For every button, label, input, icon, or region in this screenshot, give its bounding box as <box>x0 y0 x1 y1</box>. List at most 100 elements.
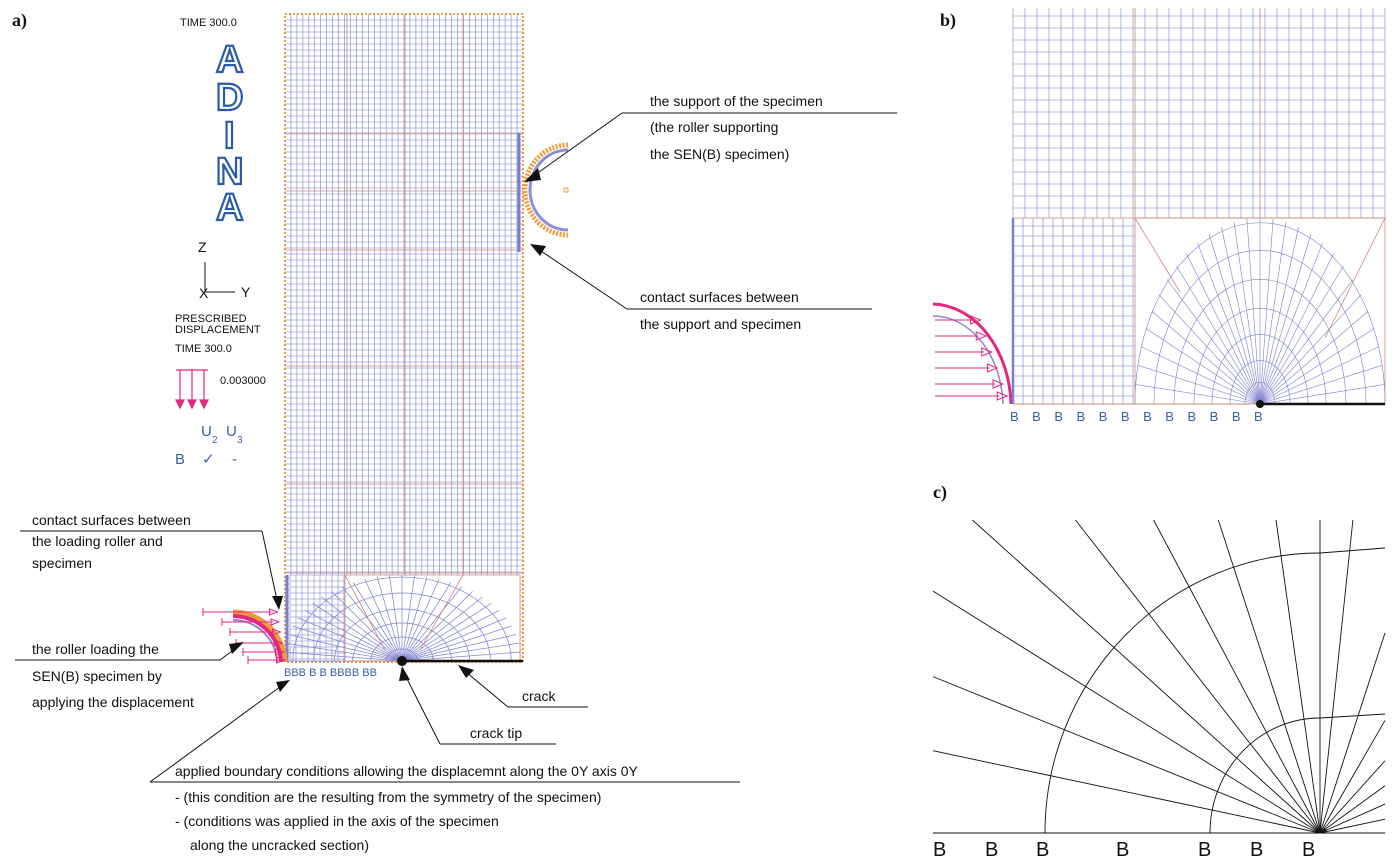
legend-u2: U <box>201 423 212 440</box>
boundary-mark-c: B <box>1116 839 1129 861</box>
boundary-mark-b: B <box>1099 409 1108 424</box>
inner-arc <box>1209 717 1321 834</box>
boundary-note-4: along the uncracked section) <box>190 837 369 853</box>
arc-mesh-line <box>1211 334 1309 405</box>
panel-b-label: b) <box>940 10 956 31</box>
arc-mesh-line <box>1173 279 1347 405</box>
radial-line <box>1075 519 1321 834</box>
boundary-mark-b: B <box>1032 409 1041 424</box>
legend-dash: - <box>232 451 237 468</box>
radial-mesh-line <box>1259 294 1362 405</box>
crack-tip-marker <box>397 656 407 666</box>
legend-u3: U <box>226 423 237 440</box>
refine-diagonal <box>344 574 386 651</box>
radial-mesh-line <box>1259 346 1380 405</box>
arc-mesh-line <box>352 622 452 662</box>
radial-mesh-line <box>401 591 473 662</box>
radial-mesh-line <box>331 591 403 662</box>
boundary-legend: U 2 U 3 B ✓ - <box>175 423 243 468</box>
panel-c-mesh-lines <box>932 519 1386 834</box>
radial-mesh-line <box>1259 328 1375 405</box>
radial-mesh-line <box>1259 279 1354 405</box>
specimen-mesh <box>284 13 524 663</box>
axis-z-label: Z <box>198 239 207 255</box>
legend-b: B <box>175 451 185 468</box>
crack-tip-refined-mesh <box>282 574 522 662</box>
radial-line <box>1319 803 1386 834</box>
arc-mesh-line <box>334 608 470 662</box>
displacement-arrows-icon <box>175 369 209 410</box>
load-arrow-head <box>275 648 285 656</box>
radial-mesh-line <box>401 642 520 662</box>
contact-support-note-1: contact surfaces between <box>640 289 799 305</box>
annotation-contact-support: contact surfaces between the support and… <box>530 244 872 332</box>
boundary-mark-c: B <box>985 839 998 861</box>
axis-y-label: Y <box>241 284 251 300</box>
panel-b-mesh <box>1012 8 1386 405</box>
boundary-mark-b: B <box>1165 409 1174 424</box>
radial-line <box>932 676 1321 834</box>
arc-mesh-line <box>313 592 491 662</box>
radial-mesh-line <box>1137 365 1261 405</box>
boundary-mark-b: B <box>1010 409 1019 424</box>
panel-a-label: a) <box>12 10 27 31</box>
radial-mesh-line <box>401 625 512 662</box>
adina-logo: A D I N A <box>215 38 245 230</box>
load-arrow-head <box>981 347 994 357</box>
radial-line <box>1275 519 1321 834</box>
adina-time-label: TIME 300.0 <box>180 17 237 29</box>
radial-mesh-line <box>401 603 492 662</box>
boundary-mark-c: B <box>1250 839 1263 861</box>
radial-mesh-line <box>352 582 403 662</box>
radial-mesh-line <box>401 651 522 662</box>
load-arrows <box>202 608 287 664</box>
arc-mesh-line <box>1193 308 1327 405</box>
boundary-marks-a: BBB B B BBBB BB <box>284 667 377 679</box>
radial-line <box>932 590 1321 834</box>
crack-tip-note: crack tip <box>470 725 522 741</box>
contact-loading-note-3: specimen <box>32 555 92 571</box>
radial-mesh-line <box>376 576 403 662</box>
radial-mesh-line <box>401 576 428 662</box>
refine-diagonal <box>1324 217 1386 339</box>
arc-mesh-line <box>1134 222 1386 405</box>
loading-roller-note-2: SEN(B) specimen by <box>32 668 162 684</box>
boundary-mark-c: B <box>1198 839 1211 861</box>
support-note-2: (the roller supporting <box>650 119 778 135</box>
annotation-contact-loading: contact surfaces between the loading rol… <box>20 512 283 610</box>
crack-note: crack <box>522 688 556 704</box>
contact-support-note-2: the support and specimen <box>640 316 801 332</box>
displacement-value: 0.003000 <box>220 375 266 387</box>
radial-mesh-line <box>304 610 403 662</box>
arc-mesh-line <box>1229 360 1291 405</box>
radial-line <box>1217 519 1321 834</box>
arc-mesh-line <box>1244 381 1276 405</box>
support-note-3: the SEN(B) specimen) <box>650 146 789 162</box>
legend-u2-sub: 2 <box>212 435 218 446</box>
radial-mesh-line <box>1259 233 1312 405</box>
refine-background <box>290 575 520 661</box>
radial-mesh-line <box>1135 384 1261 405</box>
radial-mesh-line <box>1233 222 1261 405</box>
boundary-mark-b: B <box>1143 409 1152 424</box>
arc-mesh-line <box>1153 250 1367 405</box>
load-arrow-head <box>975 331 988 341</box>
prescribed-label-1: PRESCRIBED <box>175 313 247 325</box>
load-arrow-head <box>970 315 982 325</box>
radial-mesh-line <box>364 579 403 662</box>
radial-mesh-line <box>1259 365 1383 405</box>
legend-u3-sub: 3 <box>237 435 243 446</box>
arc-mesh-line <box>386 648 418 662</box>
loading-roller <box>232 575 289 663</box>
annotation-crack-tip: crack tip <box>399 666 556 745</box>
radial-mesh-line <box>1158 294 1261 405</box>
annotation-support: the support of the specimen (the roller … <box>524 93 897 182</box>
radial-mesh-line <box>401 617 507 662</box>
panel-b-crack-tip <box>1256 400 1264 408</box>
radial-line <box>932 750 1321 834</box>
radial-mesh-line <box>1246 218 1261 405</box>
